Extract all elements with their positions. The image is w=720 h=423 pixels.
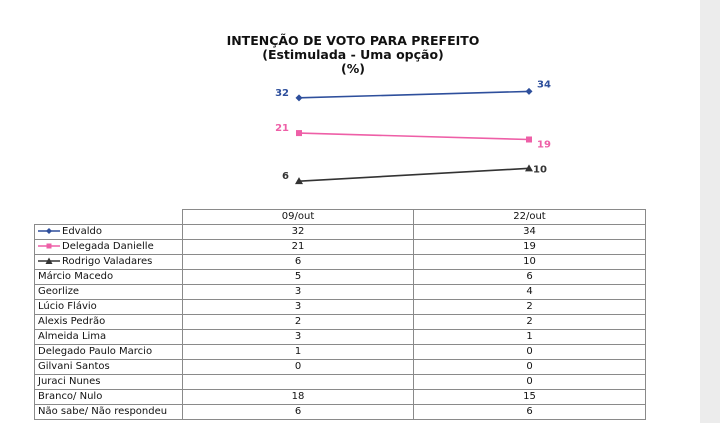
table-row-name: Alexis Pedrão: [38, 316, 106, 327]
chart-unit: (%): [341, 61, 365, 76]
table-cell-value: [182, 374, 414, 390]
table-cell-value: 10: [413, 254, 646, 270]
data-label-edvaldo-0: 32: [275, 88, 289, 99]
table-row-label: Não sabe/ Não respondeu: [33, 404, 184, 420]
table-cell-value: 21: [182, 239, 414, 255]
table-row-name: Gilvani Santos: [38, 361, 110, 372]
table-row-name: Lúcio Flávio: [38, 301, 97, 312]
table-row-name: Almeida Lima: [38, 331, 107, 342]
table-cell-value: 6: [182, 404, 414, 420]
table-row-name: Edvaldo: [62, 226, 102, 237]
table-row-name: Georlize: [38, 286, 80, 297]
table-row: Não sabe/ Não respondeu 6 6: [33, 404, 646, 420]
table-row-name: Delegado Paulo Marcio: [38, 346, 153, 357]
table-row: Lúcio Flávio 3 2: [33, 299, 646, 315]
legend-marker-icon: [38, 243, 60, 249]
table-cell-value: 4: [413, 284, 646, 300]
point-edvaldo-0: [295, 94, 303, 102]
table-cell-value: 1: [413, 329, 646, 345]
right-edge-strip: [700, 0, 720, 423]
table-row-label: Lúcio Flávio: [33, 299, 184, 315]
table-cell-value: 3: [182, 329, 414, 345]
series-line-delegada-danielle: [298, 132, 530, 141]
table-row-name: Juraci Nunes: [38, 376, 101, 387]
table-row-label: Márcio Macedo: [33, 269, 184, 285]
table-row: Gilvani Santos 0 0: [33, 359, 646, 375]
table-cell-value: 15: [413, 389, 646, 405]
table-cell-value: 0: [413, 344, 646, 360]
table-cell-value: 2: [182, 314, 414, 330]
chart-subtitle: (Estimulada - Uma opção): [262, 47, 444, 62]
table-cell-value: 2: [413, 299, 646, 315]
series-line-rodrigo-valadares: [298, 167, 530, 182]
chart-titles: INTENÇÃO DE VOTO PARA PREFEITO (Estimula…: [200, 34, 506, 76]
table-row-name: Delegada Danielle: [62, 241, 154, 252]
legend-marker-icon: [38, 257, 60, 264]
table-cell-value: 19: [413, 239, 646, 255]
point-delegada-danielle-0: [296, 130, 302, 137]
table-row-label: Juraci Nunes: [33, 374, 184, 390]
table-cell-value: 0: [413, 359, 646, 375]
data-table: 09/out 22/out Edvaldo 32 34 Delegada Danielle…: [33, 209, 646, 420]
point-rodrigo-valadares-0: [295, 177, 303, 185]
table-row: Juraci Nunes 0: [33, 374, 646, 390]
table-column-header: 22/out: [413, 209, 646, 225]
table-row-label: Delegado Paulo Marcio: [33, 344, 184, 360]
table-cell-value: 0: [182, 359, 414, 375]
table-row-name: Márcio Macedo: [38, 271, 114, 282]
table-row-label: Delegada Danielle: [33, 239, 184, 255]
table-cell-value: 34: [413, 224, 646, 240]
table-cell-value: 0: [413, 374, 646, 390]
table-header-row: 09/out 22/out: [34, 209, 646, 225]
data-label-delegada-danielle-0: 21: [275, 123, 289, 134]
table-row-name: Branco/ Nulo: [38, 391, 103, 402]
table-row: Branco/ Nulo 18 15: [33, 389, 646, 405]
table-cell-value: 18: [182, 389, 414, 405]
table-row: Rodrigo Valadares 6 10: [33, 254, 646, 270]
data-label-edvaldo-1: 34: [537, 79, 551, 90]
table-cell-value: 5: [182, 269, 414, 285]
point-edvaldo-1: [525, 87, 533, 95]
data-label-delegada-danielle-1: 19: [537, 140, 551, 151]
table-cell-value: 3: [182, 284, 414, 300]
table-row: Edvaldo 32 34: [33, 224, 646, 240]
table-row-label: Branco/ Nulo: [33, 389, 184, 405]
series-line-edvaldo: [298, 90, 530, 99]
table-row-label: Edvaldo: [33, 224, 184, 240]
chart-title: INTENÇÃO DE VOTO PARA PREFEITO: [226, 33, 480, 48]
data-label-rodrigo-valadares-0: 6: [282, 171, 289, 182]
data-label-rodrigo-valadares-1: 10: [533, 164, 547, 175]
table-row-label: Georlize: [33, 284, 184, 300]
table-cell-value: 32: [182, 224, 414, 240]
table-column-header: 09/out: [182, 209, 414, 225]
table-row-label: Gilvani Santos: [33, 359, 184, 375]
table-cell-value: 6: [413, 404, 646, 420]
table-cell-value: 3: [182, 299, 414, 315]
table-row-label: Almeida Lima: [33, 329, 184, 345]
point-delegada-danielle-1: [526, 136, 532, 143]
table-row: Georlize 3 4: [33, 284, 646, 300]
table-row-label: Rodrigo Valadares: [33, 254, 184, 270]
table-row: Delegado Paulo Marcio 1 0: [33, 344, 646, 360]
line-chart: 32 34 21 19 6 10: [275, 79, 551, 185]
table-cell-value: 1: [182, 344, 414, 360]
table-row: Márcio Macedo 5 6: [33, 269, 646, 285]
table-row-name: Não sabe/ Não respondeu: [38, 406, 168, 417]
table-cell-value: 6: [182, 254, 414, 270]
table-row-label: Alexis Pedrão: [33, 314, 184, 330]
table-cell-value: 2: [413, 314, 646, 330]
legend-marker-icon: [38, 228, 60, 234]
table-row-name: Rodrigo Valadares: [62, 256, 153, 267]
table-row: Almeida Lima 3 1: [33, 329, 646, 345]
table-row: Alexis Pedrão 2 2: [33, 314, 646, 330]
table-corner-cell: [34, 209, 184, 225]
table-cell-value: 6: [413, 269, 646, 285]
table-row: Delegada Danielle 21 19: [33, 239, 646, 255]
point-rodrigo-valadares-1: [525, 164, 533, 172]
